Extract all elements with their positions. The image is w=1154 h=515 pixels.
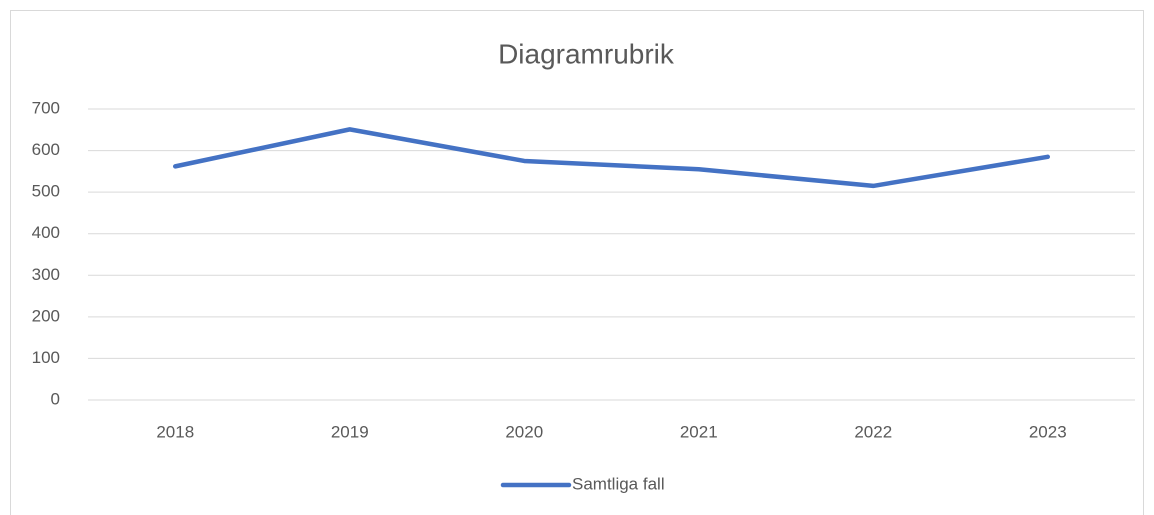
y-tick-label: 600 <box>32 140 60 159</box>
x-tick-label: 2021 <box>680 422 718 441</box>
y-tick-label: 100 <box>32 348 60 367</box>
data-line <box>173 127 1050 189</box>
chart-frame <box>10 10 1144 515</box>
x-tick-label: 2022 <box>854 422 892 441</box>
y-tick-label: 700 <box>32 98 60 117</box>
y-tick-label: 300 <box>32 265 60 284</box>
x-tick-label: 2018 <box>156 422 194 441</box>
y-tick-label: 400 <box>32 223 60 242</box>
y-tick-label: 0 <box>51 389 60 408</box>
x-tick-label: 2020 <box>505 422 543 441</box>
x-tick-label: 2019 <box>331 422 369 441</box>
legend-label: Samtliga fall <box>572 474 665 493</box>
y-tick-label: 200 <box>32 306 60 325</box>
x-tick-label: 2023 <box>1029 422 1067 441</box>
chart-title: Diagramrubrik <box>498 38 675 69</box>
y-tick-label: 500 <box>32 182 60 201</box>
